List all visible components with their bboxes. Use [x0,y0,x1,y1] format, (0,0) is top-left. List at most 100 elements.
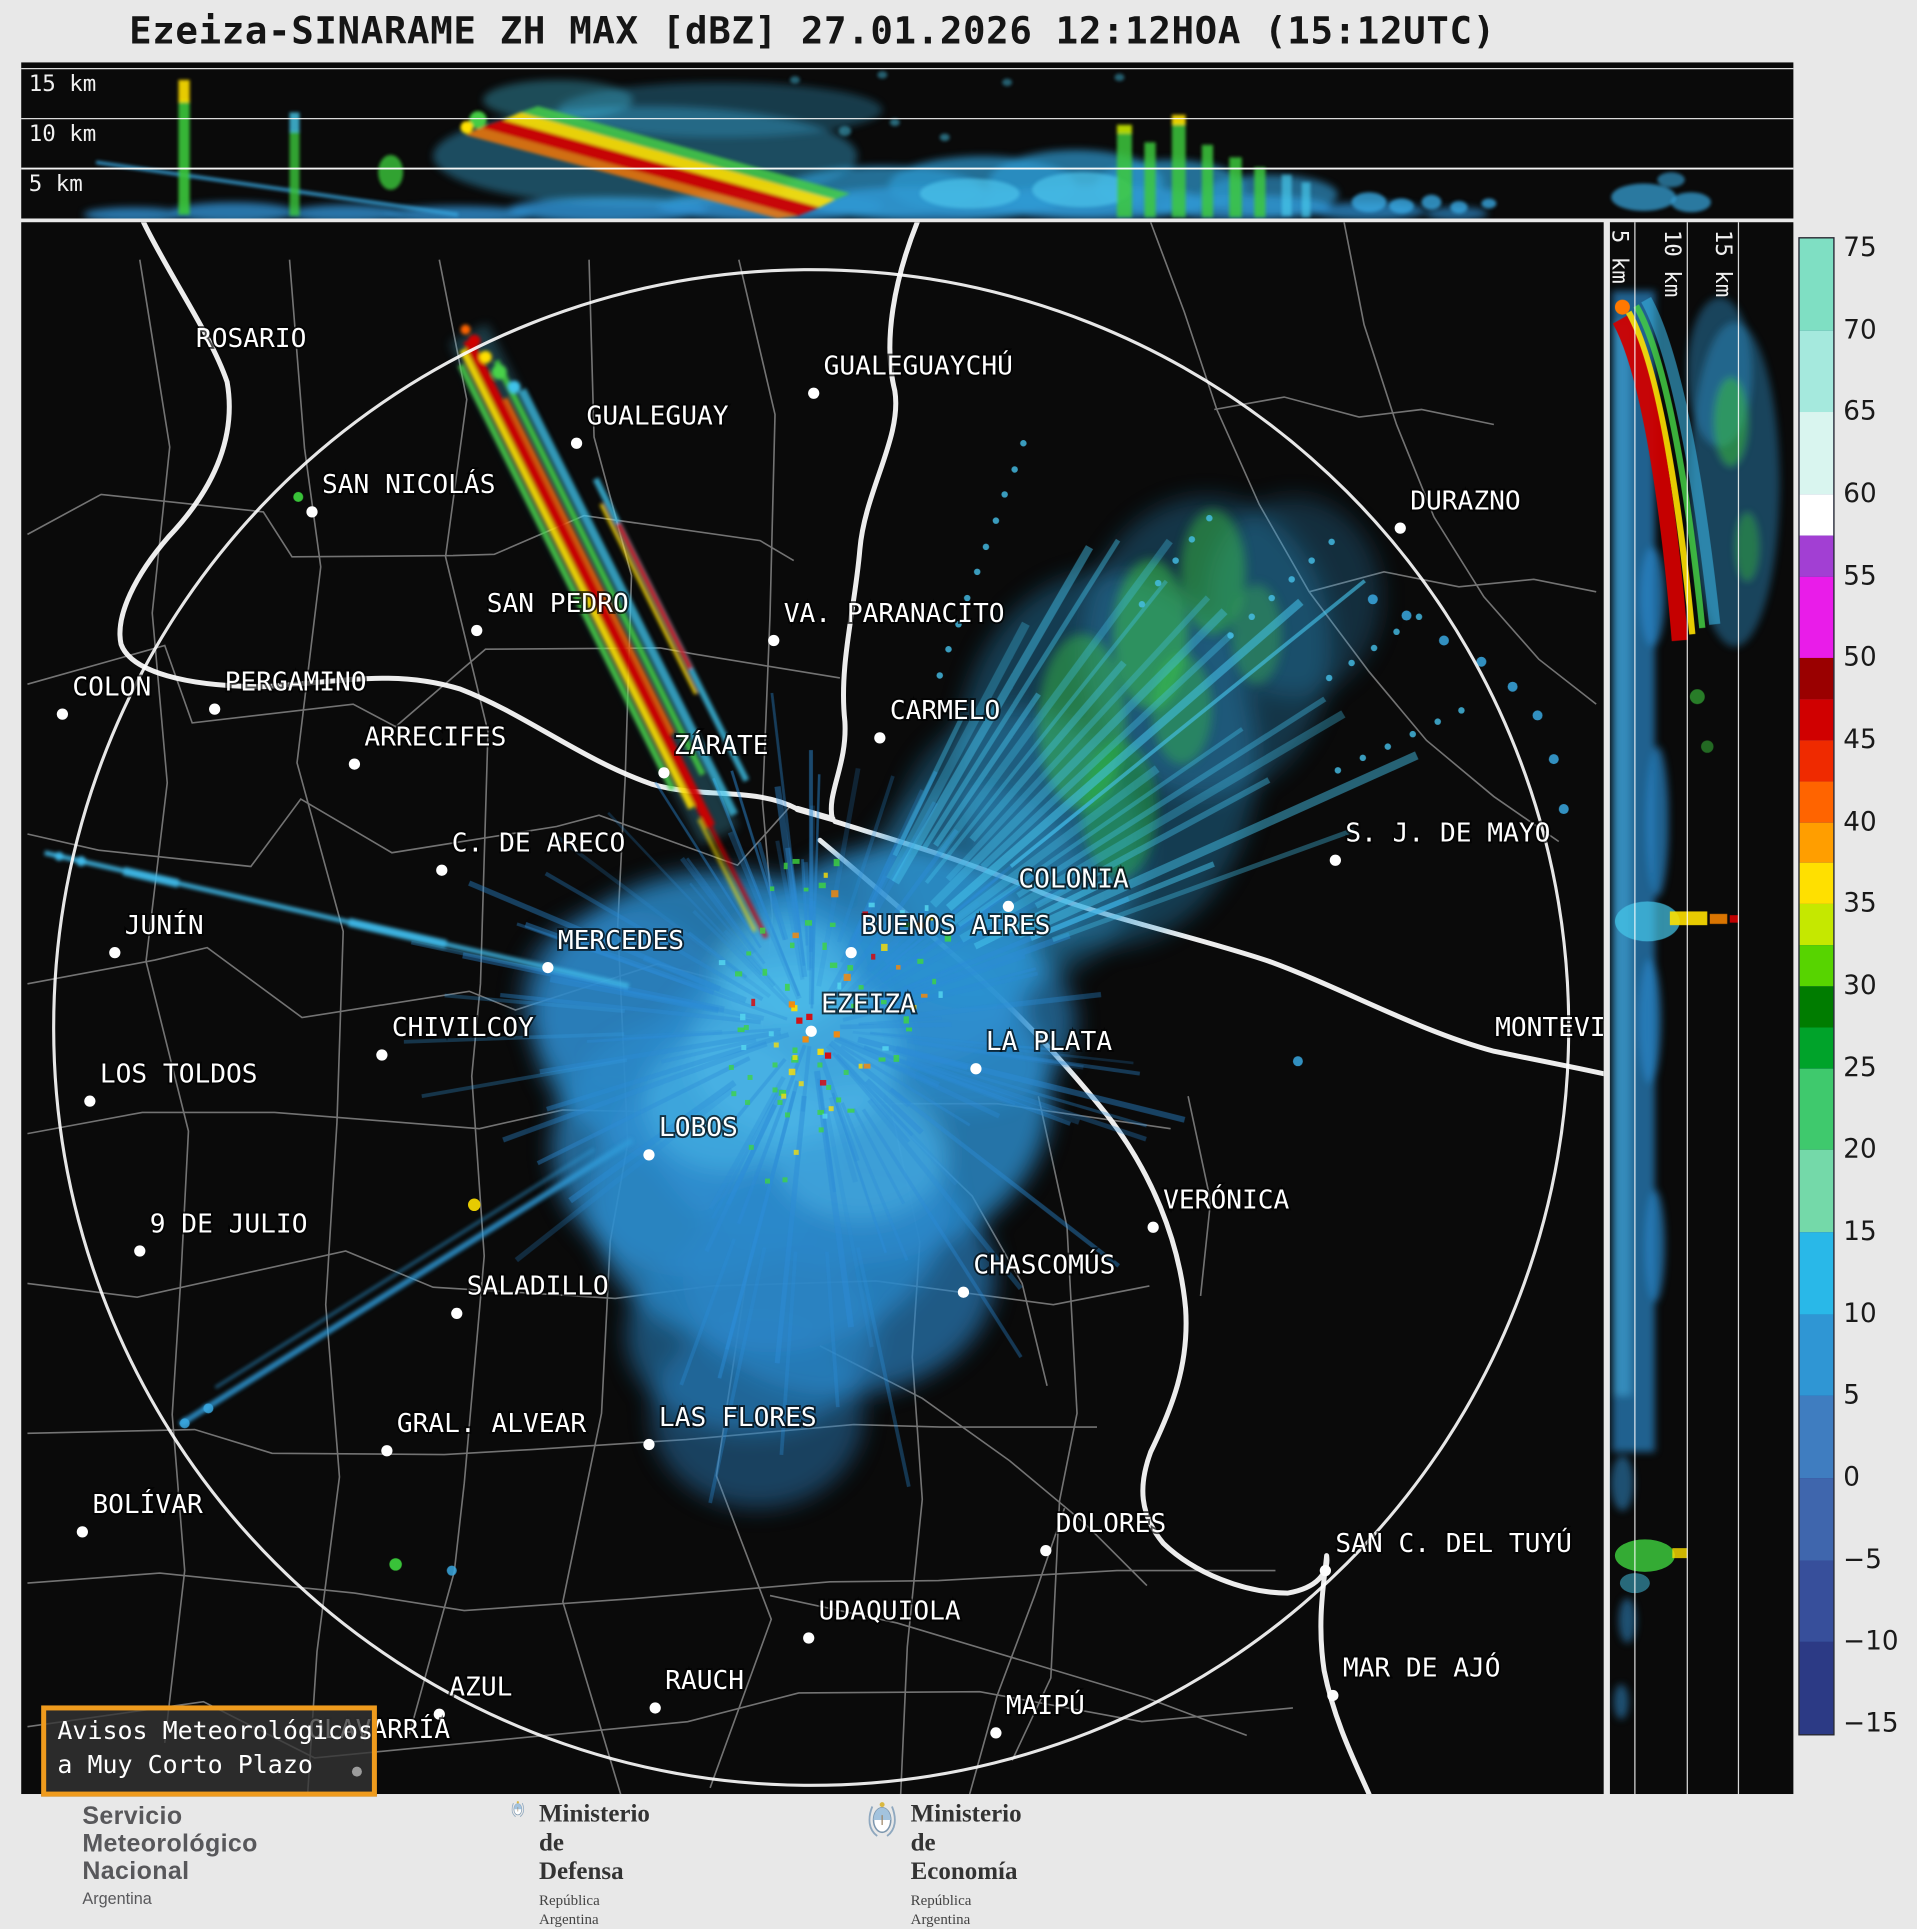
colorbar-segment [1800,904,1834,945]
echo-dot [1288,576,1294,582]
city-label: ROSARIO [196,324,306,354]
city-dot [1320,1565,1331,1576]
echo-dot [1508,682,1518,692]
city-dot [803,1632,814,1643]
echo-dot [203,1403,213,1413]
city-dot [1330,855,1341,866]
echo-speckle [824,873,828,878]
echo-dot [1139,601,1145,607]
echo-dot [936,672,942,678]
colorbar-segment [1800,1068,1834,1150]
city-label: LAS FLORES [659,1403,817,1433]
ministry-name-line: de Defensa [539,1829,650,1886]
colorbar-segment [1800,576,1834,658]
boundary-line [27,799,790,866]
city-label: SAN PEDRO [487,589,629,619]
echo-speckle [844,1070,849,1075]
colorbar-tick: 35 [1843,887,1876,919]
city-label: SALADILLO [467,1272,609,1302]
city-dot [436,865,447,876]
colorbar-tick: 30 [1843,969,1876,1001]
echo-speckle [830,923,836,927]
echo-speckle [805,920,812,925]
echo-dot [1371,645,1377,651]
city-dot [1327,1690,1338,1701]
echo-speckle [785,1112,790,1117]
echo-dot [1458,707,1464,713]
city-dot [542,962,553,973]
echo-dot [389,1558,401,1570]
echo-speckle [871,954,875,960]
echo-dot [447,1566,457,1576]
echo-dot [1326,675,1332,681]
echo-speckle [831,890,838,897]
echo-speckle [894,1055,900,1062]
echo-dot [1549,754,1559,764]
city-dot [209,704,220,715]
echo-speckle [819,883,826,888]
echo-dot [1533,710,1543,720]
altitude-label-15km: 15 km [29,71,97,97]
colorbar-segment [1800,699,1834,740]
ministry-subtitle: República Argentina [911,1891,1022,1928]
ministry-economia-brand: Ministerio de Economía República Argenti… [869,1800,1022,1929]
echo-speckle [906,1028,912,1032]
echo-speckle [789,1001,795,1007]
echo-speckle [746,951,751,955]
city-label: CHASCOMÚS [973,1248,1115,1280]
echo-dot [1328,539,1334,545]
echo-speckle [782,1177,787,1182]
city-dot [808,388,819,399]
colorbar-segment [1800,1232,1834,1314]
echo-dot [1360,755,1366,761]
colorbar-tick: 15 [1843,1215,1876,1247]
colorbar-segment [1800,822,1834,863]
boundary-line [27,494,793,560]
echo-speckle [792,1055,797,1060]
city-label: 9 DE JULIO [150,1209,308,1239]
echo-dot [983,544,989,550]
echo-speckle [719,960,725,965]
city-dot [376,1049,387,1060]
city-label: GUALEGUAYCHÚ [824,350,1013,382]
echo-speckle [790,943,794,948]
echo-speckle [778,1100,783,1105]
right-profile-panel: 5 km 10 km 15 km [1610,222,1793,1794]
altitude-label-5km: 5 km [29,171,83,197]
echo-speckle [882,1046,888,1050]
top-profile-panel: 15 km 10 km 5 km [21,62,1793,218]
colorbar-tick: 65 [1843,395,1876,427]
echo-speckle [819,1127,824,1132]
echo-speckle [785,984,790,991]
colorbar-segment [1800,1314,1834,1396]
top-profile-plot: 15 km 10 km 5 km [21,62,1793,218]
city-dot [134,1245,145,1256]
city-label: CARMELO [890,696,1000,726]
city-label: C. DE ARECO [452,828,626,858]
colorbar-segment [1800,1560,1834,1642]
city-label: JUNÍN [125,909,204,941]
city-label: ZÁRATE [674,729,769,761]
ministry-subtitle: República Argentina [539,1891,650,1928]
echo-speckle [826,1085,831,1090]
colorbar-tick: 0 [1843,1461,1860,1493]
colorbar-segment [1800,781,1834,822]
echo-speckle [799,1081,804,1086]
echo-speckle [806,1014,812,1020]
city-label: ARRECIFES [364,722,506,752]
city-dot [451,1308,462,1319]
echo-speckle [938,991,942,998]
echo-dot [1172,557,1178,563]
echo-speckle [760,928,765,934]
echo-speckle [820,1080,826,1086]
altitude-label-5km-right: 5 km [1610,230,1632,284]
echo-dot [1155,580,1161,586]
echo-speckle [869,903,875,908]
echo-speckle [763,969,768,976]
smn-name-line: Nacional [82,1858,257,1885]
city-label: COLON [72,672,151,702]
echo-dot [293,492,303,502]
